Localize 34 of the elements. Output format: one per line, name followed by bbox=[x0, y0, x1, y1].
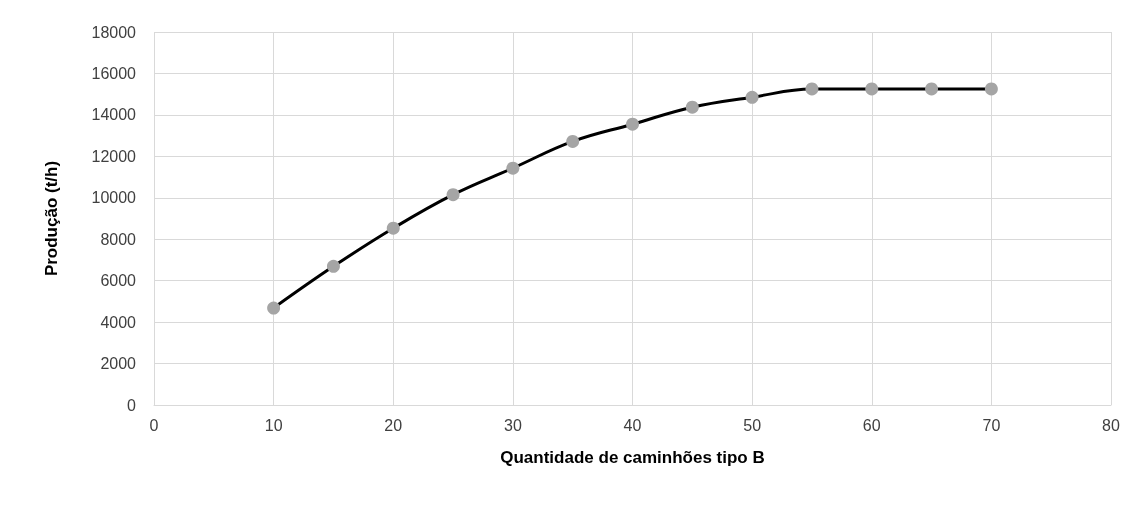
y-tick-label: 12000 bbox=[91, 147, 137, 165]
point bbox=[386, 221, 400, 235]
point bbox=[626, 117, 639, 131]
y-tick-label: 6000 bbox=[100, 272, 137, 290]
x-tick-label: 30 bbox=[503, 416, 522, 434]
x-tick-label: 20 bbox=[384, 416, 403, 434]
y-tick-label: 16000 bbox=[91, 64, 137, 82]
point bbox=[685, 100, 699, 114]
point bbox=[865, 82, 879, 96]
x-tick-label: 50 bbox=[743, 416, 762, 434]
y-tick-label: 18000 bbox=[91, 23, 137, 41]
point bbox=[925, 82, 939, 96]
point bbox=[745, 90, 759, 104]
y-tick-label: 8000 bbox=[100, 230, 137, 248]
y-tick-label: 14000 bbox=[91, 106, 137, 124]
y-tick-label: 10000 bbox=[91, 189, 137, 207]
y-tick-label: 2000 bbox=[100, 355, 137, 373]
y-tick-label: 0 bbox=[127, 396, 137, 414]
point bbox=[984, 82, 998, 96]
y-axis-title: Produção (t/h) bbox=[42, 160, 61, 277]
x-tick-label: 10 bbox=[264, 416, 283, 434]
point bbox=[446, 188, 460, 202]
point bbox=[267, 301, 281, 315]
point bbox=[805, 82, 819, 96]
point bbox=[326, 259, 340, 273]
point bbox=[566, 134, 580, 148]
point bbox=[506, 161, 520, 175]
x-tick-label: 60 bbox=[862, 416, 881, 434]
x-tick-label: 80 bbox=[1102, 416, 1120, 434]
x-tick-label: 0 bbox=[149, 416, 159, 434]
x-axis-title: Quantidade de caminhões tipo B bbox=[500, 448, 765, 467]
x-tick-label: 40 bbox=[623, 416, 642, 434]
y-tick-label: 4000 bbox=[100, 313, 137, 331]
x-tick-label: 70 bbox=[982, 416, 1001, 434]
